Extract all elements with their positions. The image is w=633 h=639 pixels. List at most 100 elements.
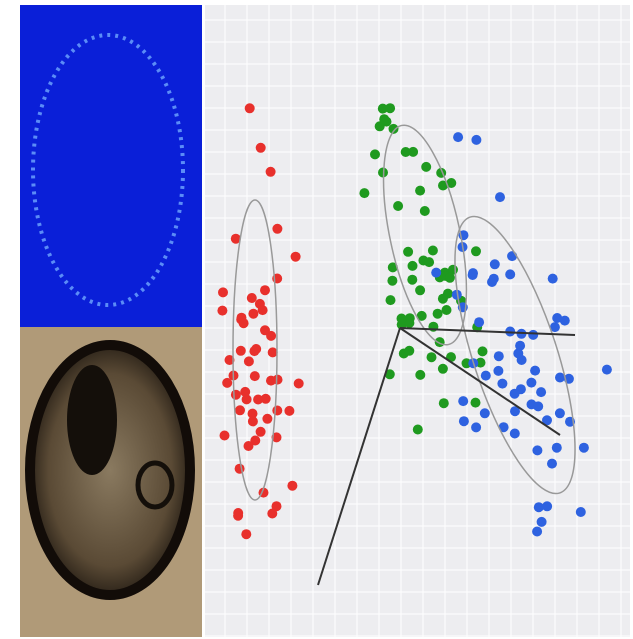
- point: [217, 305, 228, 316]
- point: [487, 277, 497, 287]
- point: [426, 352, 437, 363]
- point: [384, 369, 395, 380]
- point: [474, 317, 485, 328]
- point: [272, 374, 283, 385]
- point: [515, 340, 526, 351]
- point: [471, 134, 482, 145]
- point: [415, 185, 426, 196]
- point: [385, 103, 396, 114]
- point: [507, 251, 518, 262]
- point: [407, 274, 418, 285]
- point: [219, 430, 230, 441]
- point: [509, 428, 520, 439]
- point: [467, 270, 478, 280]
- point: [235, 405, 245, 416]
- point: [477, 346, 488, 357]
- point: [542, 415, 552, 426]
- point: [241, 529, 252, 540]
- point: [370, 149, 380, 160]
- point: [575, 507, 586, 517]
- point: [437, 363, 448, 374]
- point: [530, 365, 541, 376]
- point: [385, 295, 396, 306]
- point: [236, 314, 247, 325]
- arrow: [317, 327, 401, 586]
- point: [284, 405, 295, 416]
- point: [251, 344, 262, 354]
- point: [255, 426, 266, 437]
- point: [505, 269, 516, 280]
- point: [549, 322, 560, 333]
- point: [260, 325, 270, 336]
- point: [498, 422, 509, 433]
- point: [230, 233, 241, 244]
- point: [404, 345, 415, 356]
- point: [438, 180, 448, 191]
- photo-dark-spot: [67, 365, 117, 475]
- blue-ellipse: [454, 215, 576, 495]
- point: [272, 405, 283, 416]
- point: [230, 389, 241, 400]
- point: [475, 357, 486, 368]
- point: [444, 272, 455, 283]
- point: [218, 287, 228, 298]
- point: [555, 372, 565, 383]
- point: [388, 123, 399, 134]
- point: [243, 356, 254, 367]
- point: [441, 305, 452, 315]
- point: [248, 308, 259, 319]
- arrow: [399, 327, 561, 436]
- point: [427, 245, 438, 256]
- point: [246, 293, 257, 303]
- point: [262, 413, 273, 424]
- point: [287, 480, 298, 491]
- point: [547, 273, 558, 284]
- point: [222, 377, 233, 388]
- point: [400, 147, 411, 157]
- point: [536, 387, 547, 398]
- point: [247, 408, 258, 419]
- point: [260, 393, 271, 404]
- point: [493, 351, 504, 362]
- point: [244, 103, 255, 114]
- point: [387, 262, 398, 273]
- point: [415, 285, 426, 296]
- point: [578, 442, 589, 453]
- point: [267, 347, 278, 358]
- point: [387, 275, 398, 286]
- point: [290, 251, 301, 262]
- point: [250, 435, 261, 446]
- point: [533, 401, 544, 412]
- point: [513, 348, 524, 359]
- loading-arrows: [317, 327, 576, 586]
- heatmap-ring: [31, 33, 185, 307]
- point: [412, 424, 423, 435]
- point: [379, 114, 390, 125]
- point: [532, 526, 543, 537]
- point: [408, 146, 419, 157]
- red-ellipse: [232, 199, 278, 501]
- point: [533, 502, 544, 513]
- point: [470, 397, 481, 408]
- point: [377, 103, 388, 114]
- point: [233, 508, 244, 518]
- point: [260, 285, 270, 296]
- point: [554, 408, 565, 419]
- point: [458, 416, 469, 427]
- point: [431, 267, 442, 278]
- point: [224, 355, 235, 365]
- point: [480, 370, 491, 381]
- point: [243, 441, 254, 451]
- point: [547, 458, 557, 469]
- point: [393, 201, 404, 211]
- point: [497, 378, 508, 389]
- point: [293, 378, 304, 389]
- point: [421, 161, 432, 172]
- point: [526, 377, 537, 388]
- point: [510, 406, 520, 417]
- point: [416, 310, 427, 321]
- point: [374, 121, 385, 132]
- point: [271, 432, 282, 443]
- point: [453, 132, 464, 143]
